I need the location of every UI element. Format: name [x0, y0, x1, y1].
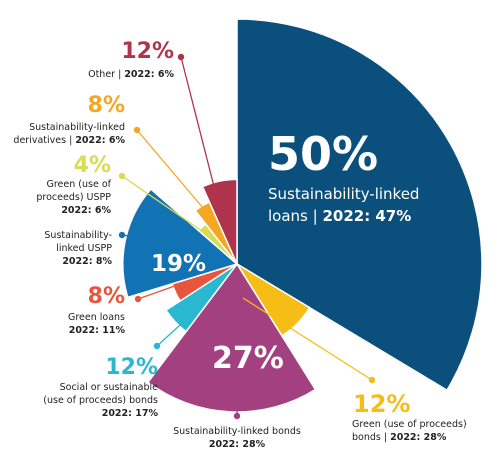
- label-sll-line1: Sustainability-linked: [268, 185, 419, 203]
- label-social-2022: 2022: 17%: [102, 408, 159, 419]
- pct-sl-deriv: 8%: [88, 93, 125, 118]
- leader-green-uspp: [121, 175, 216, 241]
- pct-slb: 27%: [212, 341, 284, 376]
- pct-green-uspp: 4%: [74, 153, 111, 178]
- leader-sl-uspp: [121, 234, 151, 240]
- slice-sustainability-linked-uspp: [122, 188, 239, 299]
- pct-sll: 50%: [268, 127, 378, 181]
- label-green-loans-line1: Green loans: [68, 312, 125, 323]
- leader-dot-green-uspp: [118, 172, 126, 180]
- label-green-bonds-line2: bonds | 2022: 28%: [352, 432, 447, 443]
- label-other-line1: Other | 2022: 6%: [88, 69, 174, 80]
- leader-dot-social: [153, 342, 161, 350]
- leader-dot-green-loans: [134, 295, 142, 303]
- label-slb-line1: Sustainability-linked bonds: [173, 426, 301, 437]
- leader-dot-slb: [233, 412, 241, 420]
- pct-other: 12%: [121, 39, 174, 64]
- leader-dot-green-bonds: [368, 376, 376, 384]
- slice-sustainability-linked-bonds: [146, 262, 317, 413]
- slice-other: [201, 178, 238, 265]
- leader-dot-sl-deriv: [133, 126, 141, 134]
- pct-green-bonds: 12%: [353, 390, 410, 418]
- leader-dot-other: [177, 53, 185, 61]
- label-green-uspp-line1: Green (use of: [47, 179, 112, 190]
- label-green-bonds-line1: Green (use of proceeds): [352, 419, 467, 430]
- slice-social-sustainable-bonds: [164, 263, 238, 333]
- label-sl-deriv-line1: Sustainability-linked: [29, 122, 125, 133]
- leader-lines: [118, 53, 376, 420]
- label-social-line2: (use of proceeds) bonds: [43, 395, 158, 406]
- leader-green-bonds: [242, 297, 373, 381]
- leader-green-loans: [137, 276, 201, 300]
- label-sl-uspp-line1: Sustainability-: [44, 230, 112, 241]
- leader-other: [180, 56, 221, 211]
- label-green-loans-2022: 2022: 11%: [69, 325, 126, 336]
- slice-sustainability-linked-loans: [236, 18, 483, 392]
- label-sl-uspp-2022: 2022: 8%: [62, 256, 112, 267]
- label-sll-line2: loans | 2022: 47%: [268, 207, 411, 225]
- label-green-uspp-line2: proceeds) USPP: [36, 192, 111, 203]
- leader-social: [156, 315, 191, 347]
- pct-social: 12%: [105, 355, 158, 380]
- label-sl-deriv-line2: derivatives | 2022: 6%: [13, 135, 125, 146]
- label-social-line1: Social or sustainable: [60, 382, 159, 393]
- label-green-uspp-2022: 2022: 6%: [61, 205, 111, 216]
- leader-dot-sl-uspp: [118, 231, 126, 239]
- pct-green-loans: 8%: [88, 284, 125, 309]
- label-slb-2022: 2022: 28%: [209, 439, 266, 450]
- label-sl-uspp-line2: linked USPP: [56, 243, 112, 254]
- pct-sl-uspp: 19%: [151, 251, 206, 277]
- leader-sl-deriv: [136, 129, 221, 229]
